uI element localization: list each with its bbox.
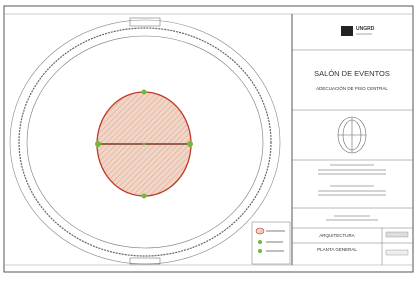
point-marker xyxy=(187,141,193,147)
sheet-number-box xyxy=(386,250,408,255)
sheet-name: PLANTA GENERAL xyxy=(317,247,357,252)
sheet-code-box xyxy=(386,232,408,237)
project-subtitle: ADECUACIÓN DE PISO CENTRAL xyxy=(316,85,388,91)
legend-swatch xyxy=(258,240,262,244)
logo-text: UNGRD xyxy=(356,26,375,32)
emblem xyxy=(338,117,366,153)
project-title: SALÓN DE EVENTOS xyxy=(314,69,390,78)
point-marker xyxy=(142,194,147,199)
point-marker xyxy=(143,143,146,146)
point-marker xyxy=(142,90,147,95)
discipline: ARQUITECTURA xyxy=(319,233,355,238)
legend-swatch xyxy=(258,249,262,253)
background xyxy=(0,0,417,284)
logo-mark xyxy=(341,26,353,36)
point-marker xyxy=(95,141,101,147)
drawing-sheet: UNGRD SALÓN DE EVENTOS ADECUACIÓN DE PIS… xyxy=(0,0,417,284)
legend xyxy=(252,222,290,264)
legend-swatch xyxy=(256,228,264,234)
